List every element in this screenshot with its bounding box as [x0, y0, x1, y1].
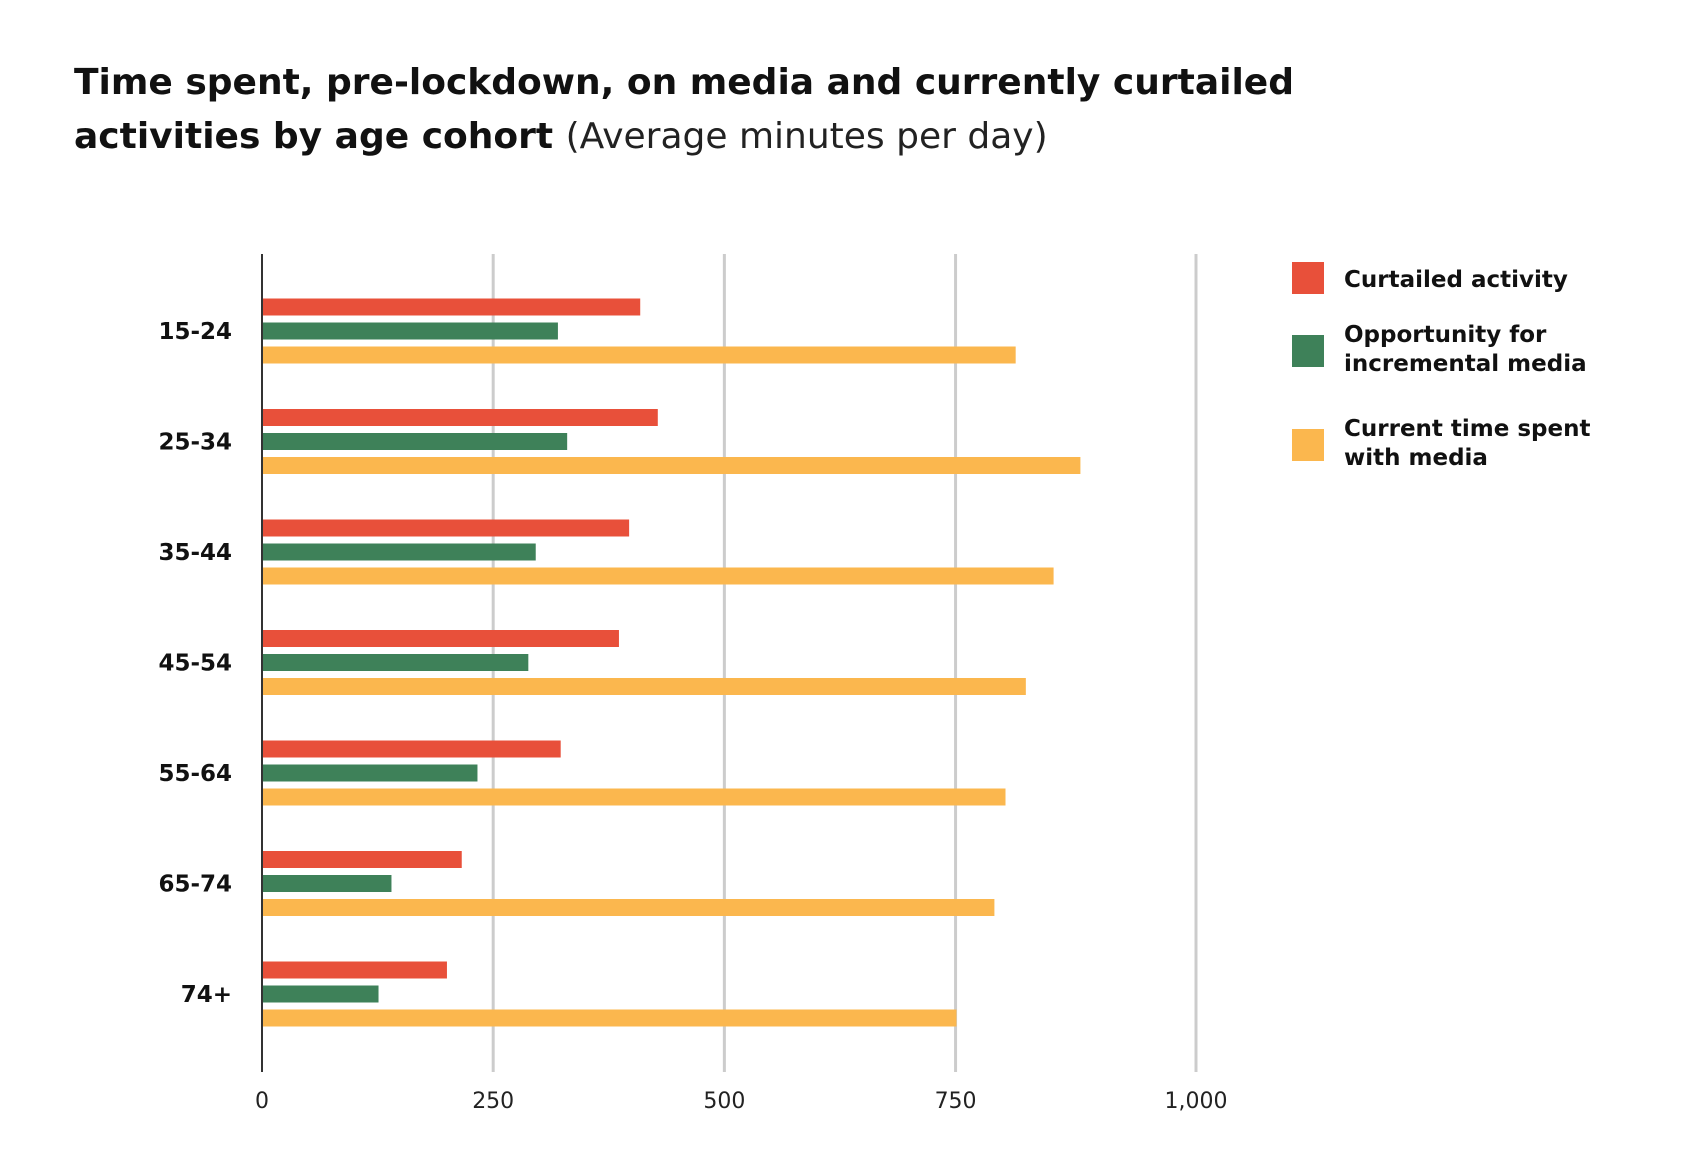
category-label-65-74: 65-74 — [158, 872, 232, 898]
bar-15-24-current — [262, 346, 1016, 364]
legend-label-current-0: Current time spent — [1344, 416, 1591, 442]
chart-title: Time spent, pre-lockdown, on media and c… — [74, 56, 1374, 164]
category-label-55-64: 55-64 — [158, 761, 232, 787]
bar-45-54-opportunity — [262, 654, 529, 671]
bar-74+-opportunity — [262, 985, 379, 1003]
legend-swatch-opportunity — [1292, 335, 1324, 367]
category-label-25-34: 25-34 — [158, 430, 232, 456]
bar-74+-current — [262, 1009, 957, 1027]
x-tick-label-0: 0 — [255, 1089, 269, 1114]
bar-35-44-current — [262, 567, 1054, 585]
bar-65-74-curtailed — [262, 851, 462, 868]
bar-45-54-curtailed — [262, 630, 619, 647]
legend-label-current-1: with media — [1344, 445, 1488, 471]
bar-35-44-curtailed — [262, 519, 630, 537]
bar-45-54-current — [262, 678, 1026, 695]
x-tick-label-1000: 1,000 — [1165, 1089, 1228, 1114]
chart-title-main: Time spent, pre-lockdown, on media and c… — [74, 62, 1294, 157]
bar-25-34-opportunity — [262, 433, 568, 450]
legend-label-opportunity-1: incremental media — [1344, 351, 1587, 377]
bar-25-34-curtailed — [262, 409, 658, 426]
category-label-35-44: 35-44 — [158, 540, 232, 566]
x-tick-label-750: 750 — [935, 1089, 977, 1114]
category-label-15-24: 15-24 — [158, 319, 232, 345]
bar-35-44-opportunity — [262, 543, 536, 561]
legend-label-curtailed-0: Curtailed activity — [1344, 267, 1568, 293]
bar-15-24-curtailed — [262, 298, 641, 316]
bar-25-34-current — [262, 457, 1081, 474]
chart-title-units: (Average minutes per day) — [565, 116, 1048, 157]
bar-55-64-curtailed — [262, 740, 561, 758]
legend-swatch-curtailed — [1292, 262, 1324, 294]
bar-65-74-opportunity — [262, 875, 392, 892]
legend-swatch-current — [1292, 429, 1324, 461]
bar-55-64-current — [262, 788, 1006, 806]
bar-74+-curtailed — [262, 961, 447, 979]
bar-15-24-opportunity — [262, 322, 558, 340]
x-tick-label-250: 250 — [472, 1089, 514, 1114]
x-tick-label-500: 500 — [703, 1089, 745, 1114]
bar-65-74-current — [262, 899, 995, 916]
bar-55-64-opportunity — [262, 764, 478, 782]
category-label-45-54: 45-54 — [158, 651, 232, 677]
legend-label-opportunity-0: Opportunity for — [1344, 322, 1547, 348]
category-label-74+: 74+ — [181, 982, 232, 1008]
